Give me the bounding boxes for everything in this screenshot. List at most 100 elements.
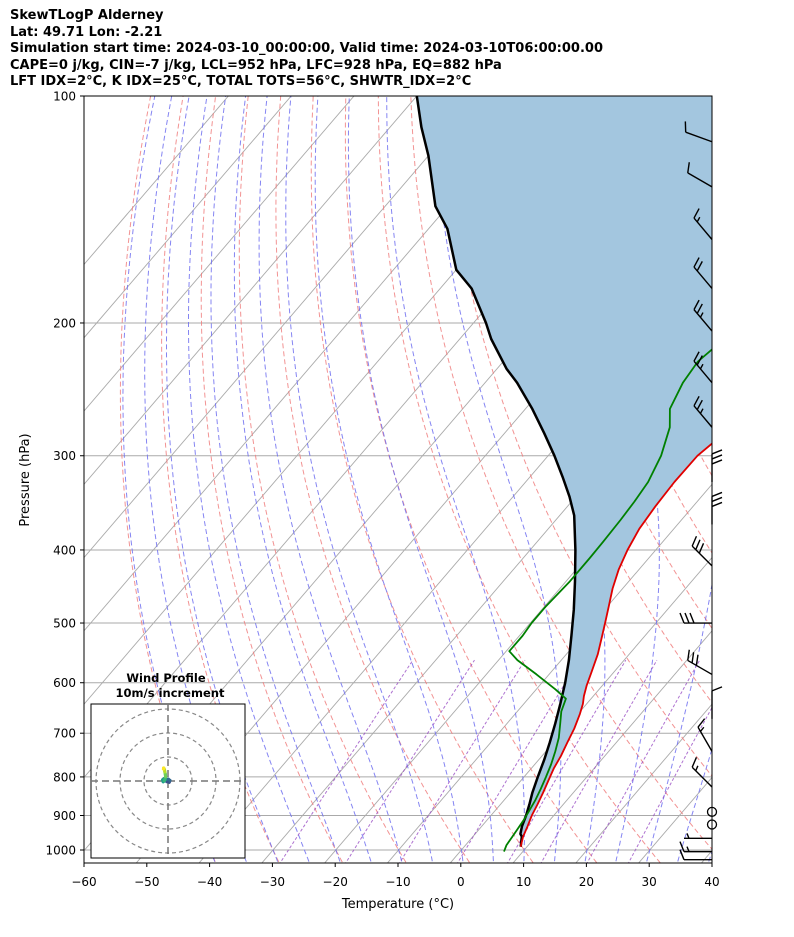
wind-barb [684, 121, 713, 143]
isotherm-line [84, 96, 481, 559]
moist-adiabat [166, 96, 279, 863]
x-tick-label: 20 [579, 875, 594, 889]
calm-wind-marker [706, 806, 718, 817]
x-tick-label: 0 [457, 875, 465, 889]
isotherm-line [386, 483, 712, 863]
dewpoint-line [503, 348, 712, 852]
wind-barb [679, 612, 712, 624]
isotherm-line [84, 96, 418, 485]
y-tick-label: 800 [53, 770, 76, 784]
y-tick-label: 1000 [45, 844, 76, 858]
wind-barb [693, 299, 713, 332]
isotherm-line [84, 96, 355, 412]
wind-barb [687, 649, 713, 676]
mixing-ratio-line [540, 659, 658, 863]
wind-barb [687, 162, 713, 188]
y-tick-label: 100 [53, 90, 76, 104]
dry-adiabat [310, 96, 534, 863]
isotherm-line [198, 263, 712, 863]
axis-ticks: −60 −50 −40 −30 −20 −10 0 10 20 30 40 100 200 300 400 5… [45, 90, 719, 890]
title-cape-stats: CAPE=0 j/kg, CIN=-7 j/kg, LCL=952 hPa, L… [10, 57, 502, 73]
y-tick-label: 700 [53, 727, 76, 741]
x-tick-label: −50 [134, 875, 159, 889]
mixing-ratio-line [345, 659, 475, 863]
title-indices: LFT IDX=2°C, K IDX=25°C, TOTAL TOTS=56°C… [10, 74, 472, 90]
profile-lines [415, 96, 712, 852]
cape-area [416, 96, 712, 847]
wind-barb [697, 718, 713, 752]
moist-adiabat [707, 850, 712, 863]
y-tick-label: 900 [53, 809, 76, 823]
mixing-ratio-line [398, 659, 526, 863]
dry-adiabat [475, 96, 712, 704]
title-location: Lat: 49.71 Lon: -2.21 [10, 24, 163, 40]
mixing-ratio-line [279, 659, 414, 863]
mixing-ratio-line [457, 659, 580, 863]
isotherm-line [512, 630, 712, 863]
x-tick-label: −40 [197, 875, 222, 889]
x-tick-label: −60 [71, 875, 96, 889]
isotherm-line [575, 703, 712, 863]
moist-adiabat [285, 96, 434, 863]
inset-plot [91, 704, 245, 858]
wind-barb [693, 257, 713, 289]
y-tick-label: 600 [53, 676, 76, 690]
wind-barb [691, 757, 713, 788]
wind-barb [679, 841, 712, 853]
inset-subtitle: 10m/s increment [116, 686, 225, 700]
dry-adiabat [377, 96, 662, 863]
x-tick-label: −20 [323, 875, 348, 889]
x-tick-label: 10 [516, 875, 531, 889]
mixing-ratio-line [586, 659, 701, 863]
y-tick-label: 500 [53, 617, 76, 631]
x-tick-label: 40 [704, 875, 719, 889]
wind-barb [691, 535, 713, 567]
moist-adiabat [210, 96, 342, 863]
moist-adiabat [258, 96, 403, 863]
cape-shading [416, 96, 712, 847]
temperature-line [519, 442, 712, 847]
y-axis-label: Pressure (hPa) [18, 433, 33, 526]
wind-barb [693, 208, 713, 240]
dry-adiabat [442, 96, 712, 777]
dry-adiabat [703, 96, 712, 126]
dry-adiabat [238, 96, 407, 863]
moist-adiabat [386, 96, 525, 863]
dry-adiabat [736, 96, 794, 869]
chart-header: SkewTLogP Alderney Lat: 49.71 Lon: -2.21… [10, 8, 603, 91]
mixing-ratio-line [627, 706, 712, 863]
dry-adiabat [344, 96, 598, 863]
isotherm-line [84, 96, 229, 266]
title-station: SkewTLogP Alderney [10, 8, 164, 23]
moist-adiabat [676, 747, 712, 863]
wind-barb [684, 833, 712, 840]
dry-adiabat [410, 96, 712, 851]
moist-adiabat [347, 96, 494, 863]
dry-adiabat [200, 96, 344, 863]
moist-adiabat [233, 96, 372, 863]
moist-adiabat [188, 96, 311, 863]
moist-adiabat [645, 96, 712, 863]
wind-barb [711, 686, 723, 719]
wind-profile-inset: Wind Profile 10m/s increment [90, 671, 246, 859]
x-axis-label: Temperature (°C) [341, 897, 454, 912]
y-tick-label: 400 [53, 543, 76, 557]
x-tick-label: −10 [385, 875, 410, 889]
y-tick-label: 300 [53, 449, 76, 463]
inset-title: Wind Profile [126, 671, 206, 685]
mixing-ratio-line [507, 659, 627, 863]
x-tick-label: −30 [260, 875, 285, 889]
wind-barb [711, 449, 723, 482]
parcel-line [415, 96, 577, 847]
title-times: Simulation start time: 2024-03-10_00:00:… [10, 41, 603, 57]
y-tick-label: 200 [53, 316, 76, 330]
wind-barb [693, 351, 713, 384]
calm-wind-marker [706, 819, 718, 830]
dry-adiabat [161, 96, 280, 863]
dry-adiabat [275, 96, 471, 863]
wind-barb [693, 395, 713, 428]
wind-barbs [679, 121, 723, 861]
moist-adiabat [314, 96, 464, 863]
wind-barb [679, 849, 712, 861]
